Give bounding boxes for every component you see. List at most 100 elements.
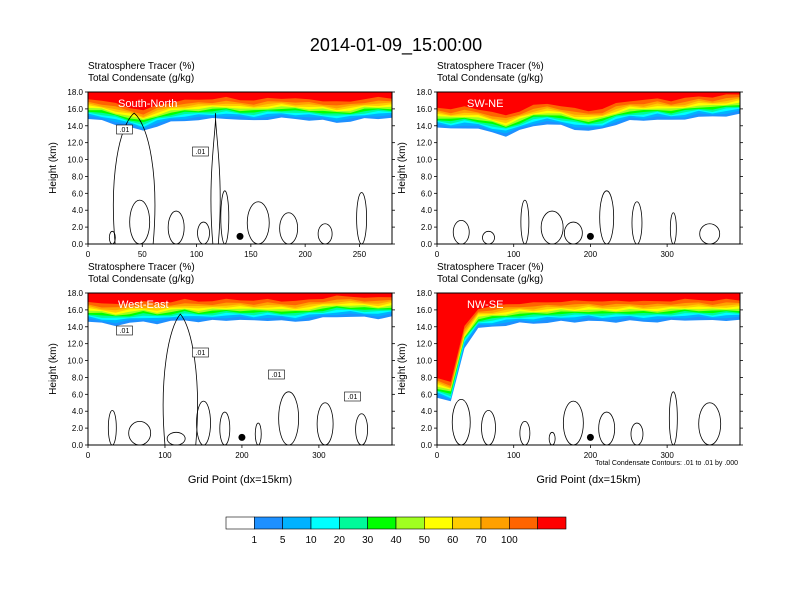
contour-label: .01 — [196, 149, 206, 156]
colorbar-swatch — [395, 516, 425, 530]
condensate-contour — [481, 409, 496, 445]
y-tick-label: 0.0 — [72, 240, 84, 249]
colorbar-swatch — [452, 516, 482, 530]
condensate-contour — [316, 402, 334, 445]
y-axis: 0.0 2.0 4.0 6.0 8.0 10.0 12.0 14.0 16.0 18.0 — [67, 88, 395, 249]
x-tick-label: 300 — [660, 451, 674, 460]
location-marker — [238, 433, 246, 441]
colorbar-swatch — [225, 516, 255, 530]
y-axis: 0.0 2.0 4.0 6.0 8.0 10.0 12.0 14.0 16.0 18.0 — [416, 289, 743, 450]
tracer-band-11 — [437, 92, 740, 116]
panel-subtitle-tracer: Stratosphere Tracer (%) — [437, 262, 544, 273]
condensate-contour — [630, 422, 644, 445]
panel-label: South-North — [118, 98, 177, 110]
condensate-contour — [356, 192, 367, 244]
condensate-contour — [246, 201, 270, 244]
condensate-contour — [669, 212, 677, 244]
x-axis: 0 100 200 300 — [86, 445, 326, 460]
panel-plot-area: .01 .01 — [88, 92, 392, 244]
y-tick-label: 6.0 — [421, 189, 433, 198]
colorbar-label: 5 — [280, 535, 286, 546]
y-tick-label: 6.0 — [421, 390, 433, 399]
contour-label-box — [344, 391, 361, 402]
panel-1: Stratosphere Tracer (%)Total Condensate … — [48, 61, 395, 259]
condensate-tower — [113, 112, 156, 244]
y-tick-label: 12.0 — [67, 139, 83, 148]
condensate-contour — [129, 199, 151, 244]
condensate-contour — [451, 399, 471, 445]
x-tick-label: 150 — [244, 250, 258, 259]
condensate-contour — [562, 400, 584, 445]
y-axis: 0.0 2.0 4.0 6.0 8.0 10.0 12.0 14.0 16.0 18.0 — [416, 88, 743, 249]
x-tick-label: 0 — [435, 250, 440, 259]
x-tick-label: 200 — [298, 250, 312, 259]
contour-label: .01 — [348, 394, 358, 401]
y-tick-label: 18.0 — [67, 88, 83, 97]
x-tick-label: 50 — [138, 250, 147, 259]
y-axis-title: Height (km) — [48, 343, 59, 395]
panel-subtitle-tracer: Stratosphere Tracer (%) — [88, 262, 195, 273]
y-tick-label: 16.0 — [67, 105, 83, 114]
y-tick-label: 12.0 — [416, 340, 432, 349]
x-tick-label: 200 — [584, 451, 598, 460]
x-tick-label: 100 — [507, 451, 521, 460]
colorbar-swatch — [282, 516, 312, 530]
contour-label-box — [192, 146, 209, 157]
condensate-contours — [452, 190, 721, 244]
x-tick-label: 0 — [86, 451, 91, 460]
y-tick-label: 10.0 — [416, 357, 432, 366]
panel-label: NW-SE — [467, 299, 503, 311]
panel-plot-area — [437, 293, 740, 445]
condensate-tower — [162, 313, 198, 445]
panel-3: Stratosphere Tracer (%)Total Condensate … — [48, 262, 395, 486]
y-tick-label: 8.0 — [72, 172, 84, 181]
y-tick-label: 12.0 — [416, 139, 432, 148]
condensate-contour — [197, 221, 210, 244]
contour-label: .01 — [196, 350, 206, 357]
y-axis-title: Height (km) — [397, 142, 408, 194]
y-tick-label: 18.0 — [416, 88, 432, 97]
y-tick-label: 10.0 — [67, 156, 83, 165]
x-axis: 0 100 200 300 — [435, 244, 674, 259]
y-tick-label: 16.0 — [416, 306, 432, 315]
condensate-contour — [355, 413, 368, 445]
condensate-contour — [519, 420, 531, 445]
condensate-contour — [482, 230, 495, 244]
location-marker — [586, 433, 594, 441]
tracer-band-2 — [437, 293, 740, 400]
y-tick-label: 18.0 — [67, 289, 83, 298]
panel-4: Stratosphere Tracer (%)Total Condensate … — [397, 262, 743, 486]
contour-label: .01 — [120, 127, 130, 134]
contour-label-box — [268, 369, 285, 380]
panel-frame — [436, 292, 741, 446]
tracer-band-11 — [437, 293, 740, 382]
x-tick-label: 250 — [353, 250, 367, 259]
figure-title: 2014-01-09_15:00:00 — [310, 35, 482, 56]
condensate-contour — [317, 223, 333, 244]
y-tick-label: 8.0 — [421, 172, 433, 181]
contour-label-box — [116, 124, 133, 135]
y-axis: 0.0 2.0 4.0 6.0 8.0 10.0 12.0 14.0 16.0 18.0 — [67, 289, 395, 450]
y-tick-label: 0.0 — [72, 441, 84, 450]
x-tick-label: 300 — [660, 250, 674, 259]
condensate-contour — [698, 402, 722, 445]
panel-frame — [436, 91, 741, 245]
y-tick-label: 4.0 — [72, 407, 84, 416]
y-tick-label: 14.0 — [416, 323, 432, 332]
x-tick-label: 100 — [507, 250, 521, 259]
condensate-contour — [563, 221, 583, 244]
condensate-contour — [599, 190, 615, 244]
panel-plot-area: .01 .01 .01 .01 — [88, 293, 392, 445]
condensate-contour — [219, 411, 231, 445]
condensate-tower — [210, 113, 221, 244]
y-axis-title: Height (km) — [397, 343, 408, 395]
colorbar-label: 50 — [419, 535, 431, 546]
y-tick-label: 2.0 — [72, 424, 84, 433]
condensate-contour — [128, 420, 152, 445]
condensate-contour — [279, 212, 299, 244]
panel-label: West-East — [118, 299, 169, 311]
panel-subtitle-tracer: Stratosphere Tracer (%) — [88, 61, 195, 72]
y-tick-label: 6.0 — [72, 189, 84, 198]
colorbar-swatch — [424, 516, 453, 530]
